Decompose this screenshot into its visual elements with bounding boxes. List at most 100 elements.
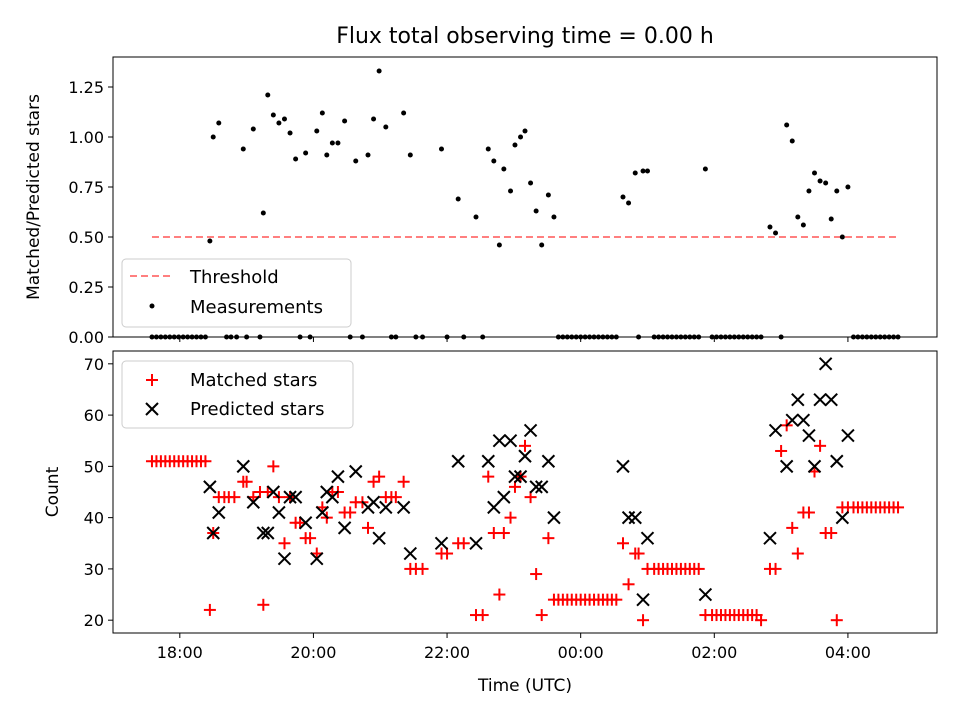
measurements-legend-label: Measurements [190,297,323,318]
predicted-star-point [266,485,281,499]
measurement-point [319,110,325,116]
predicted-star-point [768,423,783,438]
matched-star-point [267,460,280,473]
predicted-star-point [802,428,816,443]
bottom-y-tick-label: 60 [84,406,104,425]
bottom-y-tick-label: 70 [84,355,104,374]
x-axis-label: Time (UTC) [477,676,572,696]
measurement-point [845,184,851,190]
measurement-point [270,112,276,118]
bottom-plot-frame [112,350,938,634]
predicted-star-point [325,490,340,504]
predicted-star-point [807,459,822,474]
predicted-star-point [277,551,292,566]
predicted-star-point [534,480,549,494]
predicted-legend-label: Predicted stars [190,399,324,420]
measurement-point [371,116,377,122]
x-tick-label: 02:00 [691,643,737,662]
predicted-star-point [469,536,483,550]
predicted-star-point [698,587,713,602]
matched-star-point [791,547,804,560]
measurement-point [335,140,341,146]
matched-star-point [497,527,510,540]
bottom-x-ticks: 18:00 20:00 22:00 00:00 02:00 04:00 [157,633,871,662]
matched-star-point [240,475,253,488]
matched-star-point [622,578,635,591]
bottom-y-tick-label: 40 [84,509,104,528]
top-legend-box [121,258,352,328]
matched-star-point [304,532,317,545]
predicted-star-point [529,480,543,494]
predicted-star-point [487,500,501,515]
measurement-point [626,200,632,206]
measurement-point [644,168,650,174]
predicted-star-point [434,536,449,550]
matched-legend-swatch [146,374,158,386]
predicted-star-point [518,449,532,463]
measurement-point [250,126,256,132]
predicted-star-point [236,459,250,474]
matched-star-point [755,614,768,627]
matched-star-point [542,532,555,545]
predicted-star-point [379,500,393,515]
predicted-star-point [818,357,833,371]
predicted-star-point [785,413,799,427]
predicted-star-point [283,490,297,504]
top-legend: Threshold Measurements [121,258,352,328]
predicted-star-point [451,454,465,468]
predicted-star-point [841,428,855,443]
measurement-point [817,178,823,184]
predicted-star-point [315,505,330,520]
threshold-legend-label: Threshold [189,267,279,288]
matched-star-point [361,521,374,534]
matched-star-point [892,501,905,514]
measurement-point [773,230,779,236]
ratio-panel: Flux total observing time = 0.00 h Match… [24,24,938,347]
measurement-point [287,130,293,136]
matched-star-point [530,568,543,581]
measurement-point [260,210,266,216]
matched-star-point [535,609,548,622]
matched-star-point [616,537,629,550]
count-panel: Count Time (UTC) 20 30 40 50 60 70 18:00 20:00… [43,350,938,696]
x-tick-label: 20:00 [290,643,336,662]
measurement-point [533,208,539,214]
measurement-point [207,238,213,244]
predicted-star-point [256,526,271,540]
measurement-point [839,234,845,240]
matched-star-point [389,491,402,504]
measurement-point [545,192,551,198]
top-y-tick-label: 1.25 [68,78,104,97]
matched-star-point [367,475,380,488]
matched-star-point [457,537,470,550]
matched-star-point [825,527,838,540]
predicted-star-point [497,490,511,504]
matched-star-point [228,491,241,504]
predicted-star-point [337,521,352,535]
matched-star-point [802,506,815,519]
matched-star-point [830,614,843,627]
predicted-star-point [513,469,528,484]
measurement-point [640,168,646,174]
x-tick-label: 04:00 [825,643,871,662]
predicted-star-point [636,592,650,607]
bottom-legend: Matched stars Predicted stars [121,360,354,429]
predicted-star-point [628,510,642,525]
measurement-point [539,242,545,248]
top-y-tick-label: 0.00 [68,328,104,347]
measurement-point [491,158,497,164]
matched-star-point [487,527,500,540]
measurement-point [455,196,461,202]
predicted-star-point [372,531,386,545]
matched-star-point [769,562,782,575]
bottom-y-tick-label: 20 [84,611,104,630]
measurements-legend-swatch [149,303,155,309]
predicted-star-point [763,531,777,545]
matched-star-point [504,511,517,524]
measurement-point [812,170,818,176]
top-plot-frame [112,56,938,338]
matched-star-point [786,521,799,534]
measurement-point [342,118,348,124]
measurement-point [551,214,557,220]
